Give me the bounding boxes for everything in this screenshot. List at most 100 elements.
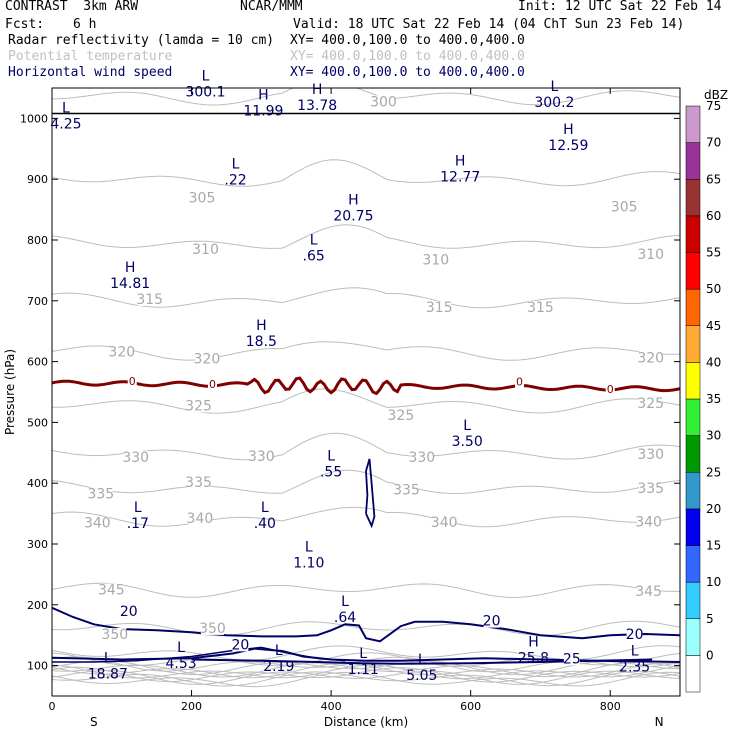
marker-letter-20: L: [62, 100, 70, 116]
marker-value-9: .17: [127, 516, 149, 532]
y-tick-label-800: 800: [27, 234, 48, 247]
marker-letter-10: L: [261, 500, 269, 516]
theta-label-15-bg: [639, 448, 663, 462]
theta-label-15: 330: [637, 447, 664, 463]
colorbar-swatch-0: [685, 655, 701, 693]
theta-label-21: 320: [637, 350, 664, 366]
theta-contour-390: [52, 666, 680, 683]
theta-label-16: 325: [185, 398, 212, 414]
colorbar-swatch-8: [685, 362, 701, 400]
colorbar-unit: dBZ: [704, 88, 728, 102]
marker-letter-19: H: [563, 122, 574, 138]
marker-letter-0: L: [104, 651, 112, 667]
freezing-label-1: 0: [209, 378, 216, 391]
y-tick-label-700: 700: [27, 295, 48, 308]
header-fcst-label: Fcst:: [5, 17, 45, 32]
theta-label-24-bg: [528, 300, 552, 314]
colorbar-swatch-15: [685, 105, 701, 143]
marker-letter-7: L: [341, 594, 349, 610]
y-tick-label-400: 400: [27, 477, 48, 490]
x-end-right: N: [655, 715, 664, 729]
theta-label-2: 345: [98, 583, 125, 599]
potential-temperature-contours: [52, 88, 680, 688]
marker-letter-11: L: [327, 448, 335, 464]
marker-letter-14: H: [125, 260, 136, 276]
colorbar-swatch-4: [685, 508, 701, 546]
marker-value-16: 20.75: [333, 208, 373, 224]
theta-label-22: 315: [136, 292, 163, 308]
theta-label-23: 315: [426, 300, 453, 316]
theta-label-14: 330: [408, 450, 435, 466]
marker-value-19: 12.59: [548, 138, 588, 154]
marker-letter-21: L: [202, 68, 210, 84]
theta-label-0: 350: [101, 627, 128, 643]
colorbar-level-15: 15: [706, 539, 721, 553]
colorbar-level-60: 60: [706, 209, 721, 223]
header-org: NCAR/MMM: [240, 0, 303, 14]
theta-label-1: 350: [199, 621, 226, 637]
freezing-label-2-bg: [515, 374, 525, 388]
theta-label-9: 335: [185, 475, 212, 491]
theta-label-4: 340: [84, 516, 111, 532]
theta-contour-375: [52, 661, 680, 678]
freezing-label-3-bg: [605, 381, 615, 395]
marker-letter-12: L: [463, 418, 471, 434]
colorbar-swatch-10: [685, 288, 701, 326]
colorbar-level-35: 35: [706, 392, 721, 406]
marker-letter-18: H: [455, 153, 466, 169]
freezing-label-3: 0: [607, 383, 614, 396]
marker-value-15: .65: [303, 248, 325, 264]
freezing-label-2: 0: [516, 376, 523, 389]
theta-label-28: 305: [189, 190, 216, 206]
theta-label-25: 310: [192, 242, 219, 258]
theta-label-12-bg: [124, 451, 148, 465]
theta-label-6: 340: [431, 515, 458, 531]
freezing-label-0-bg: [127, 374, 137, 388]
marker-value-20: 4.25: [50, 116, 81, 132]
contour-labels: 350 350 345 345 340 340 340 340 335 335 335 335 330 3…: [50, 68, 664, 684]
y-axis-label: Pressure (hPa): [3, 349, 17, 435]
y-tick-label-300: 300: [27, 538, 48, 551]
theta-label-0-bg: [103, 627, 127, 641]
theta-contour-320: [52, 341, 680, 361]
header-fcst-value: 6 h: [73, 17, 97, 32]
header-init: Init: 12 UTC Sat 22 Feb 14: [518, 0, 722, 14]
colorbar-level-5: 5: [706, 612, 714, 626]
plot-background: [52, 88, 680, 696]
theta-label-20: 320: [194, 352, 221, 368]
field-xy-reflectivity: XY= 400.0,100.0 to 400.0,400.0: [290, 33, 525, 48]
wind-speed-contours: [52, 376, 680, 665]
theta-label-26-bg: [424, 253, 448, 267]
theta-label-25-bg: [194, 243, 218, 257]
wind-label-2: 20: [483, 614, 501, 630]
theta-contour-385: [52, 664, 680, 680]
theta-label-3-bg: [637, 584, 661, 598]
marker-letter-3: L: [359, 646, 367, 662]
marker-value-2: 2.19: [263, 659, 294, 675]
header-valid: Valid: 18 UTC Sat 22 Feb 14 (04 ChT Sun …: [293, 17, 685, 32]
theta-label-7: 340: [635, 515, 662, 531]
theta-contour-350: [52, 620, 680, 637]
field-xy-wind: XY= 400.0,100.0 to 400.0,400.0: [290, 65, 525, 80]
theta-contour-405: [52, 671, 680, 688]
theta-label-27-bg: [639, 247, 663, 261]
colorbar-swatch-14: [685, 142, 701, 180]
colorbar-level-50: 50: [706, 282, 721, 296]
marker-value-3: 1.11: [348, 662, 379, 678]
field-xy-theta: XY= 400.0,100.0 to 400.0,400.0: [290, 49, 525, 64]
colorbar-swatch-1: [685, 618, 701, 656]
freezing-level-contour: [52, 376, 680, 396]
marker-letter-24: L: [550, 79, 558, 95]
theta-label-6-bg: [432, 516, 456, 530]
theta-label-18-bg: [639, 396, 663, 410]
field-name-reflectivity: Radar reflectivity (lamda = 10 cm): [8, 33, 275, 48]
freezing-label-1-bg: [207, 377, 217, 391]
marker-value-23: 13.78: [297, 98, 337, 114]
wind-label-3: 20: [626, 627, 644, 643]
wind-label-0: 20: [120, 604, 138, 620]
theta-label-5: 340: [187, 511, 214, 527]
y-tick-label-900: 900: [27, 173, 48, 186]
